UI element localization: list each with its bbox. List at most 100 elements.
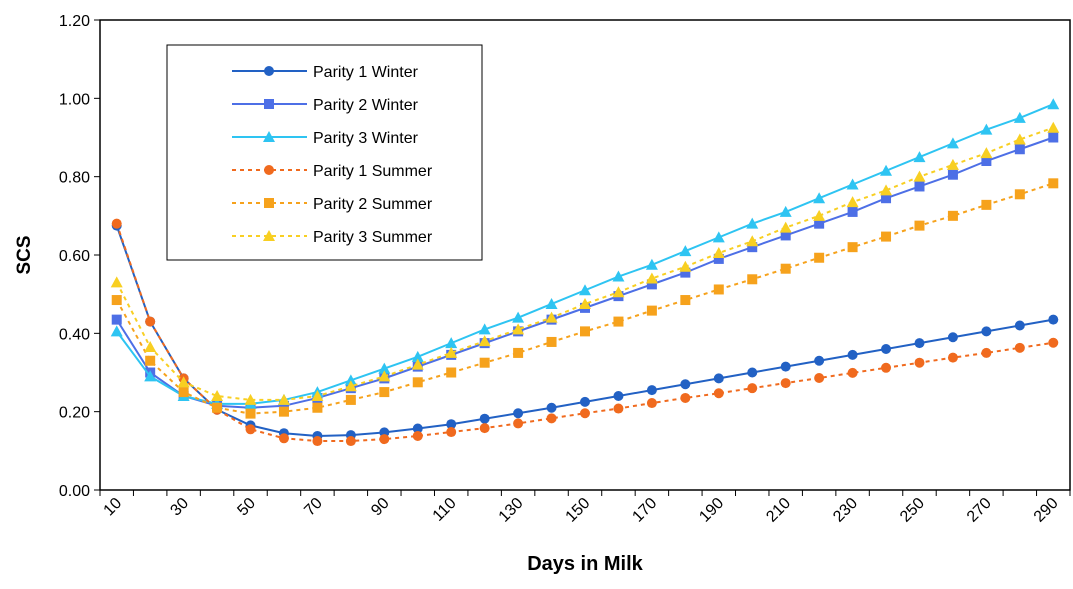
point [646, 279, 657, 290]
point [1014, 144, 1025, 155]
point [1013, 133, 1026, 145]
point [645, 272, 658, 284]
point [680, 392, 691, 403]
legend-label: Parity 1 Winter [313, 64, 419, 81]
point [780, 378, 791, 389]
point [612, 270, 625, 282]
point [747, 383, 758, 394]
point [1014, 189, 1025, 200]
x-tick-label: 10 [101, 495, 126, 520]
point [981, 326, 992, 337]
point [746, 235, 759, 247]
point [411, 358, 424, 370]
point [646, 305, 657, 316]
point [145, 355, 156, 366]
point [478, 335, 491, 347]
point [712, 231, 725, 243]
point [379, 434, 390, 445]
x-tick-label: 110 [430, 495, 460, 525]
point [914, 181, 925, 192]
point [378, 370, 391, 382]
point [847, 206, 858, 217]
point [1048, 314, 1059, 325]
point [446, 419, 457, 430]
point [981, 347, 992, 358]
point [278, 406, 289, 417]
point [947, 352, 958, 363]
point [345, 394, 356, 405]
series-line [115, 126, 1054, 401]
point [580, 326, 590, 337]
point [278, 400, 289, 411]
point [747, 367, 758, 378]
point [1047, 98, 1060, 110]
legend-marker [264, 66, 274, 76]
y-tick-label: 0.60 [59, 248, 90, 265]
point [680, 379, 691, 390]
point [813, 192, 826, 204]
legend-marker [264, 198, 274, 208]
x-tick-label: 150 [563, 495, 594, 526]
point [513, 347, 524, 358]
y-tick-label: 0.40 [59, 326, 90, 343]
point [780, 263, 791, 274]
point [814, 252, 825, 263]
point [613, 316, 624, 327]
point [981, 199, 992, 210]
point [881, 193, 892, 204]
point [379, 387, 390, 398]
point [580, 396, 590, 407]
point [680, 295, 691, 306]
point [110, 325, 123, 337]
point [914, 357, 925, 368]
point [446, 427, 457, 438]
point [111, 218, 122, 229]
point [613, 391, 624, 401]
point [913, 151, 926, 163]
point [646, 385, 657, 396]
y-axis-label: SCS [14, 235, 35, 274]
point [1014, 342, 1025, 353]
x-tick-label: 30 [168, 495, 193, 520]
point [312, 436, 323, 447]
legend-label: Parity 3 Winter [313, 130, 419, 147]
point [612, 286, 625, 298]
point [880, 164, 893, 176]
x-tick-label: 290 [1031, 495, 1062, 526]
point [311, 390, 324, 401]
point [947, 169, 958, 180]
x-tick-label: 210 [763, 495, 794, 526]
point [713, 284, 724, 295]
x-tick-label: 190 [696, 495, 727, 526]
point [344, 380, 357, 392]
point [981, 156, 992, 166]
point [947, 210, 958, 221]
point [111, 295, 122, 306]
point [1014, 320, 1025, 331]
point [613, 403, 624, 414]
point [713, 373, 724, 384]
point [1048, 337, 1059, 348]
point [1013, 111, 1026, 123]
point [980, 147, 993, 159]
point [445, 346, 458, 358]
point [980, 123, 993, 135]
legend-label: Parity 2 Summer [313, 196, 433, 213]
point [946, 158, 959, 170]
point [814, 218, 825, 229]
point [412, 430, 423, 441]
point [278, 433, 289, 444]
point [1047, 121, 1060, 133]
point [245, 424, 256, 435]
point [847, 367, 858, 378]
y-tick-label: 0.80 [59, 170, 90, 187]
point [277, 393, 290, 405]
point [914, 220, 925, 231]
point [847, 242, 858, 253]
point [212, 402, 223, 413]
point [177, 376, 190, 388]
point [512, 311, 525, 323]
y-tick-label: 1.00 [59, 91, 90, 108]
legend-marker [264, 99, 274, 109]
point [746, 217, 759, 229]
